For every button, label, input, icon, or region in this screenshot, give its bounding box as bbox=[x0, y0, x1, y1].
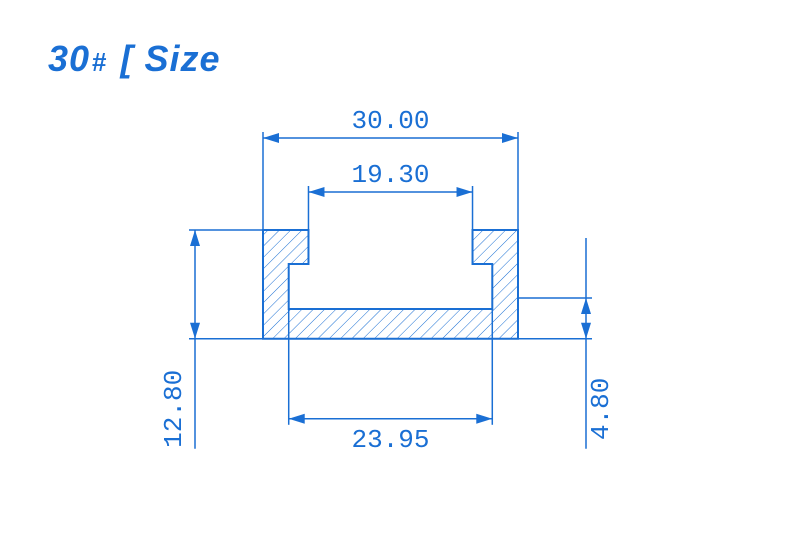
dimension-label: 12.80 bbox=[159, 370, 189, 448]
dimension-label: 23.95 bbox=[351, 425, 429, 455]
dimension-label: 19.30 bbox=[351, 160, 429, 190]
technical-drawing: 30.00 19.30 23.95 12.80 4.80 bbox=[0, 0, 800, 541]
profile-cross-section bbox=[263, 230, 518, 339]
dimension-label: 30.00 bbox=[351, 106, 429, 136]
dimension-label: 4.80 bbox=[586, 378, 616, 440]
